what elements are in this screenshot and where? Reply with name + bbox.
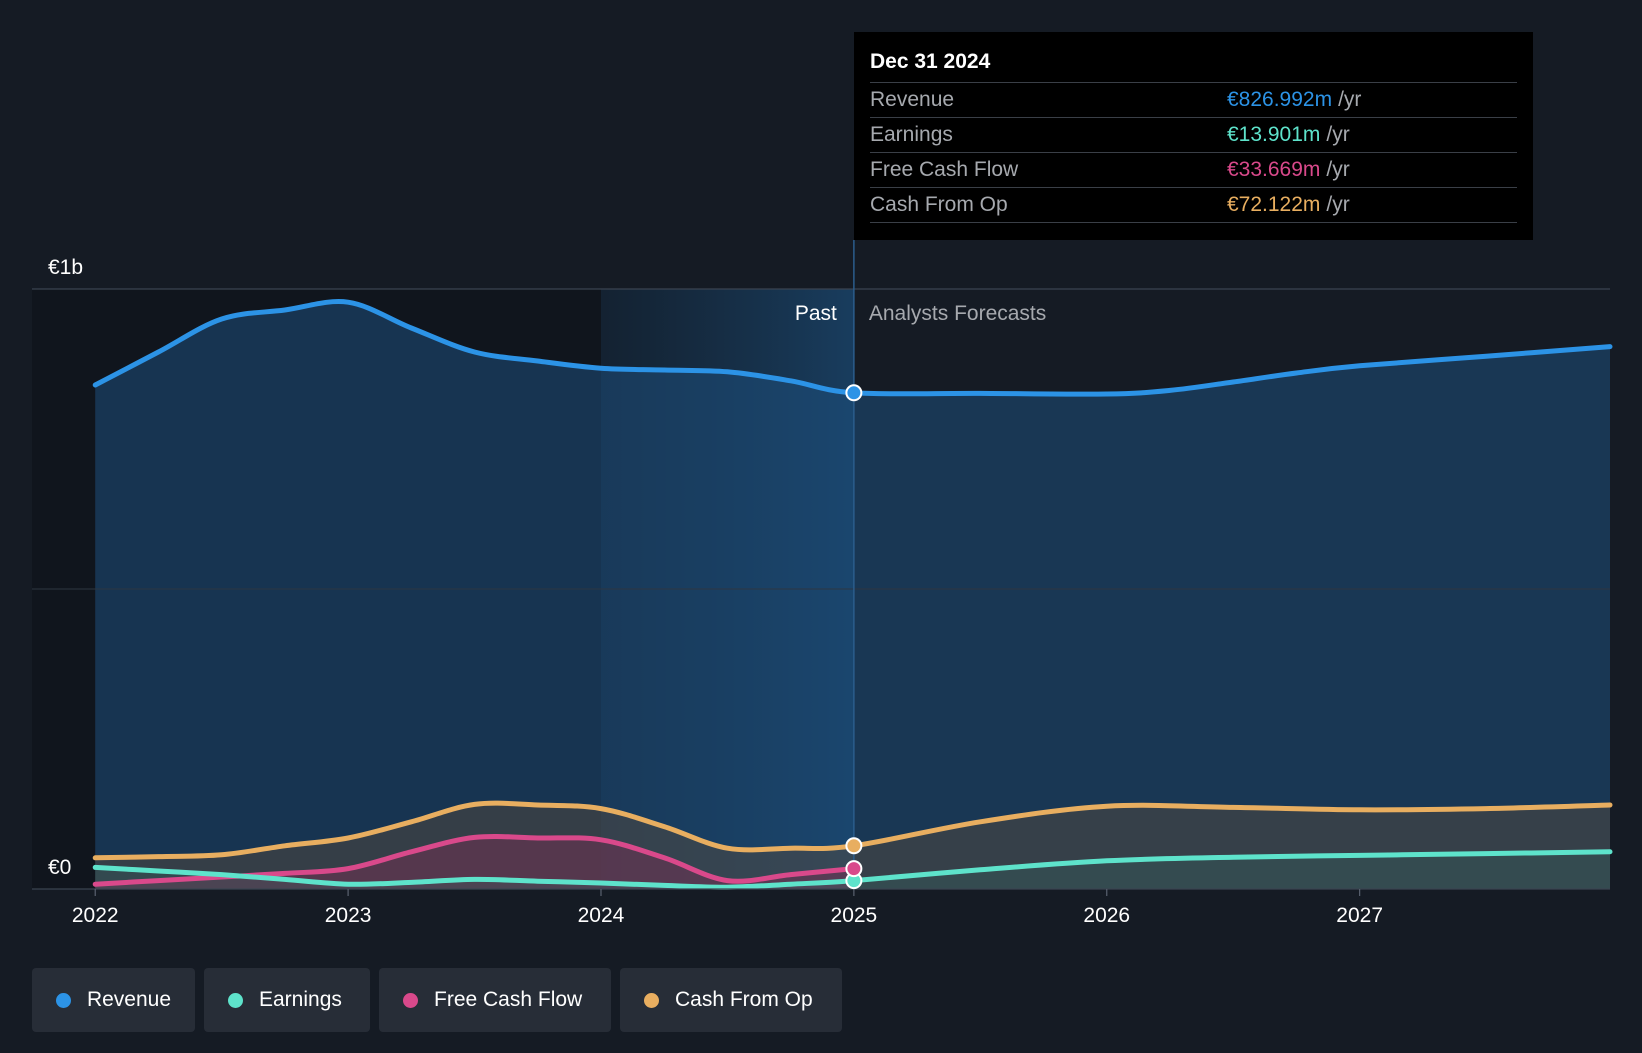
tooltip-unit: /yr	[1338, 88, 1362, 111]
tooltip-label: Cash From Op	[870, 193, 1008, 216]
tooltip-label: Revenue	[870, 88, 955, 111]
tooltip-row-earnings: Earnings €13.901m /yr	[870, 118, 1517, 153]
tooltip-date: Dec 31 2024	[870, 46, 1517, 83]
legend-item-earnings[interactable]: Earnings	[204, 968, 370, 1032]
free-cash-flow-marker	[845, 860, 863, 878]
tooltip-value: €72.122m	[1227, 193, 1321, 216]
x-tick-label: 2023	[325, 904, 372, 927]
x-tick-label: 2022	[72, 904, 119, 927]
legend-item-cash-from-op[interactable]: Cash From Op	[620, 968, 842, 1032]
x-tick-label: 2024	[578, 904, 625, 927]
earnings-dot-icon	[228, 992, 243, 1008]
tooltip-row-cash-from-op: Cash From Op €72.122m /yr	[870, 188, 1517, 223]
legend-item-revenue[interactable]: Revenue	[32, 968, 195, 1032]
tooltip-value: €13.901m	[1227, 123, 1321, 146]
legend-label: Cash From Op	[675, 988, 813, 1011]
tooltip-unit: /yr	[1326, 193, 1350, 216]
x-tick-label: 2026	[1083, 904, 1130, 927]
legend: Revenue Earnings Free Cash Flow Cash Fro…	[32, 968, 842, 1032]
cash-from-op-marker	[845, 837, 863, 855]
past-label: Past	[795, 302, 837, 325]
x-tick-label: 2027	[1336, 904, 1383, 927]
tooltip: Dec 31 2024 Revenue €826.992m /yr Earnin…	[854, 32, 1533, 240]
forecast-label: Analysts Forecasts	[869, 302, 1046, 325]
legend-label: Revenue	[86, 988, 171, 1011]
revenue-dot-icon	[56, 992, 71, 1008]
y-tick-label: €1b	[48, 256, 83, 279]
legend-label: Earnings	[259, 988, 342, 1011]
revenue-area	[95, 301, 1610, 889]
cash-from-op-dot-icon	[644, 992, 659, 1008]
tooltip-unit: /yr	[1326, 158, 1350, 181]
legend-item-free-cash-flow[interactable]: Free Cash Flow	[379, 968, 611, 1032]
tooltip-unit: /yr	[1326, 123, 1350, 146]
earnings-line	[92, 849, 1613, 890]
tooltip-value: €33.669m	[1227, 158, 1321, 181]
free-cash-flow-dot-icon	[403, 992, 418, 1008]
legend-label: Free Cash Flow	[434, 988, 583, 1011]
tooltip-row-revenue: Revenue €826.992m /yr	[870, 83, 1517, 118]
tooltip-label: Free Cash Flow	[870, 158, 1019, 181]
cash-from-op-line	[92, 800, 1613, 861]
revenue-line	[92, 299, 1613, 397]
tooltip-label: Earnings	[870, 123, 953, 146]
tooltip-row-free-cash-flow: Free Cash Flow €33.669m /yr	[870, 153, 1517, 188]
revenue-marker	[845, 384, 863, 402]
x-tick-label: 2025	[831, 904, 878, 927]
y-tick-label: €0	[48, 856, 71, 879]
tooltip-value: €826.992m	[1227, 88, 1333, 111]
